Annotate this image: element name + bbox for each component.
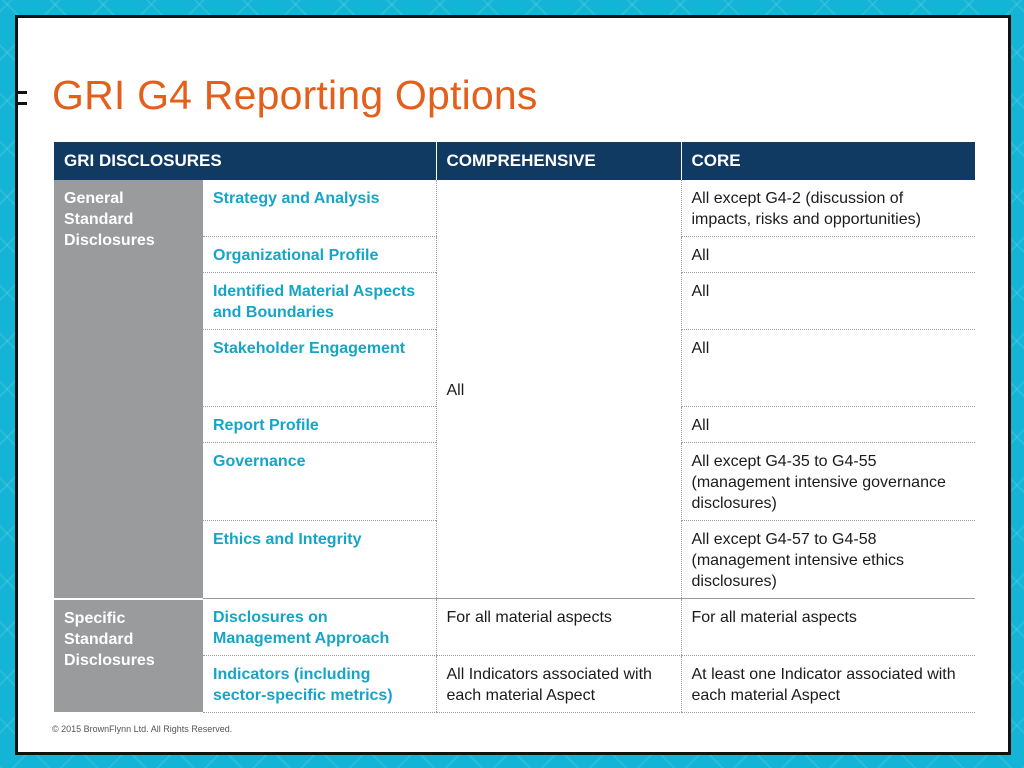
core-value: All	[680, 272, 975, 330]
group-general-standard: General Standard Disclosures	[54, 180, 203, 600]
table-row: General Standard Disclosures Strategy an…	[54, 180, 975, 600]
table-row: Organizational Profile All	[54, 236, 975, 273]
core-value: All	[680, 406, 975, 443]
table-row: Ethics and Integrity All except G4-57 to…	[54, 520, 975, 599]
core-value: All except G4-2 (discussion of impacts, …	[680, 180, 975, 237]
topic-stakeholder-engagement: Stakeholder Engagement	[203, 329, 436, 407]
page-title: GRI G4 Reporting Options	[52, 72, 538, 118]
table-header-row: GRI DISCLOSURES COMPREHENSIVE CORE	[54, 142, 975, 180]
topic-report-profile: Report Profile	[203, 406, 436, 443]
header-core: CORE	[681, 142, 975, 180]
table-row: Report Profile All	[54, 406, 975, 443]
topic-organizational-profile: Organizational Profile	[203, 236, 436, 273]
table-row: Identified Material Aspects and Boundari…	[54, 272, 975, 330]
header-comprehensive: COMPREHENSIVE	[436, 142, 682, 180]
core-value: At least one Indicator associated with e…	[680, 655, 975, 713]
reporting-options-table: GRI DISCLOSURES COMPREHENSIVE CORE Gener…	[54, 142, 975, 714]
core-value: All except G4-35 to G4-55 (management in…	[680, 442, 975, 521]
core-value: All except G4-57 to G4-58 (management in…	[680, 520, 975, 599]
topic-governance: Governance	[203, 442, 436, 521]
core-value: All	[680, 329, 975, 407]
group-specific-standard: Specific Standard Disclosures	[54, 598, 203, 714]
topic-material-aspects: Identified Material Aspects and Boundari…	[203, 272, 436, 330]
comprehensive-value: All Indicators associated with each mate…	[435, 655, 681, 713]
topic-ethics-integrity: Ethics and Integrity	[203, 520, 436, 599]
header-gri-disclosures: GRI DISCLOSURES	[54, 142, 437, 180]
topic-management-approach: Disclosures on Management Approach	[203, 598, 436, 656]
slide: GRI G4 Reporting Options GRI DISCLOSURES…	[15, 15, 1011, 755]
comprehensive-value: For all material aspects	[435, 598, 681, 656]
core-value: All	[680, 236, 975, 273]
table-row: Indicators (including sector-specific me…	[54, 655, 975, 713]
copyright-footer: © 2015 BrownFlynn Ltd. All Rights Reserv…	[52, 724, 233, 734]
comprehensive-all: All	[435, 180, 681, 599]
core-value: For all material aspects	[680, 598, 975, 656]
edge-tick	[15, 91, 27, 94]
table-row: Specific Standard Disclosures Disclosure…	[54, 598, 975, 714]
edge-tick	[15, 102, 27, 105]
topic-strategy-analysis: Strategy and Analysis	[203, 180, 436, 237]
table-row: Stakeholder Engagement All	[54, 329, 975, 407]
topic-indicators: Indicators (including sector-specific me…	[203, 655, 436, 713]
table-row: Governance All except G4-35 to G4-55 (ma…	[54, 442, 975, 521]
